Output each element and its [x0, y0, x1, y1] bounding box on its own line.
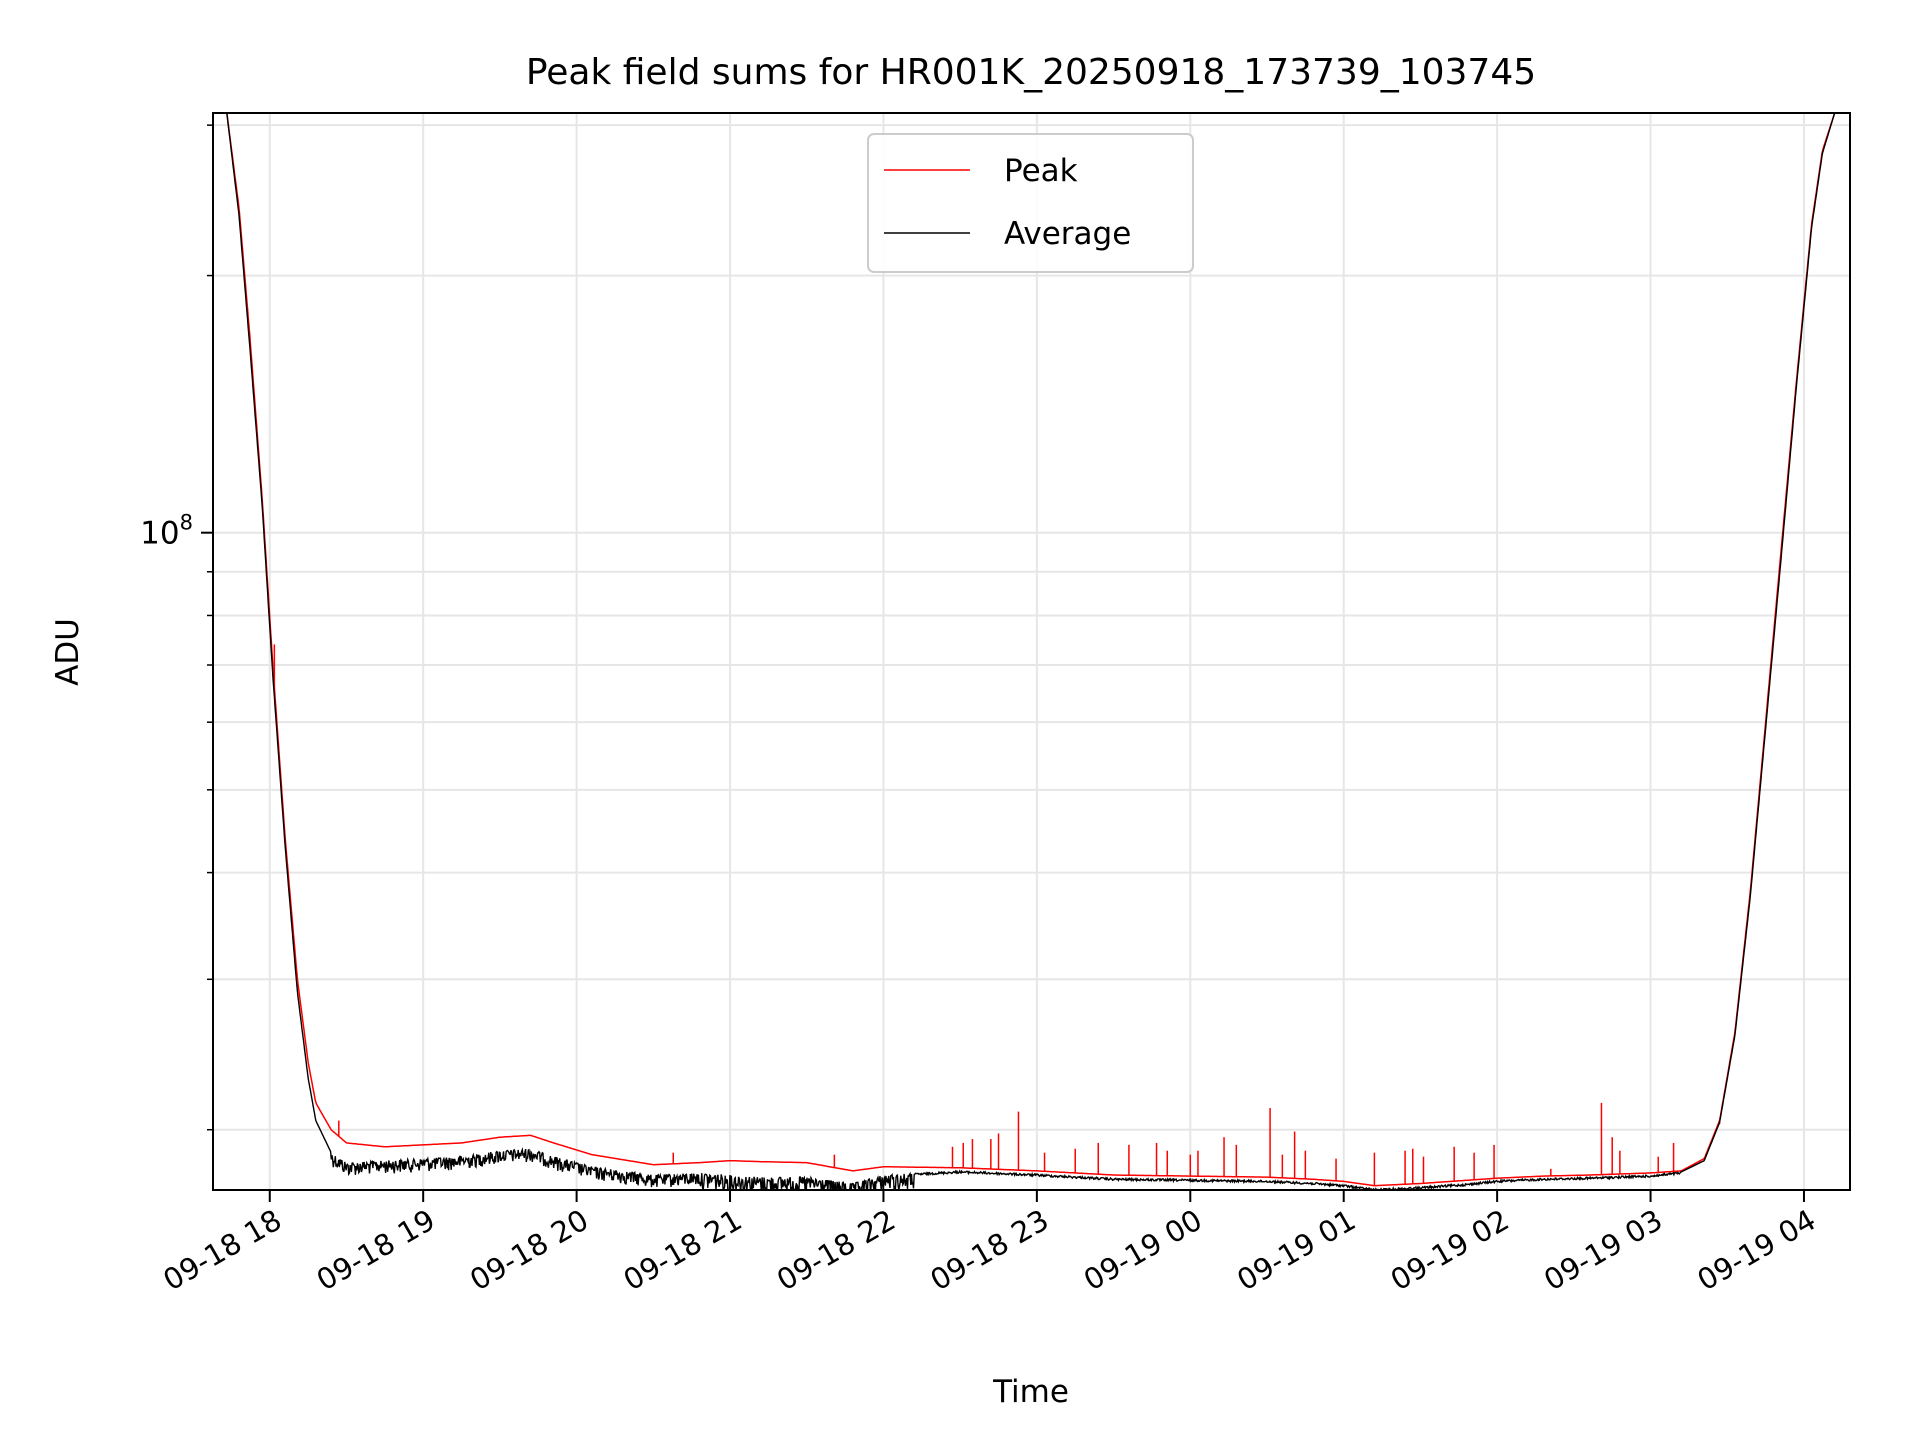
x-axis-label: Time: [992, 1374, 1069, 1410]
legend-frame: [867, 133, 1194, 273]
y-axis-label: ADU: [50, 618, 86, 686]
grid: [213, 113, 1850, 1190]
plot-frame: [212, 112, 1851, 1191]
series-layer: [226, 113, 1836, 1190]
chart-title: Peak field sums for HR001K_20250918_1737…: [526, 52, 1536, 93]
peak-series-line: [226, 113, 1836, 1187]
legend-average-label: Average: [1004, 216, 1131, 252]
y-tick-label: 108: [140, 511, 193, 552]
average-series-line: [226, 113, 1836, 1190]
legend-peak-label: Peak: [1004, 153, 1078, 189]
plot-area: [213, 113, 1850, 1190]
legend: Peak Average: [867, 133, 1194, 273]
